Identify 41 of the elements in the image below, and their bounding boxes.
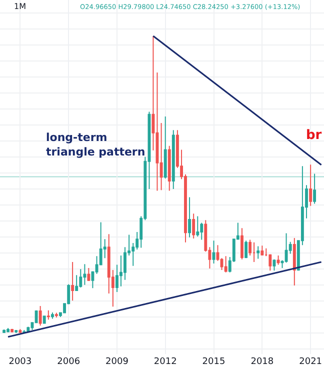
- x-tick-label: 2003: [8, 357, 32, 367]
- x-tick-label: 2015: [202, 357, 226, 367]
- candlestick: [188, 196, 191, 238]
- candlestick: [51, 312, 54, 320]
- x-tick-label: 2021: [299, 357, 322, 367]
- candlestick: [42, 315, 46, 324]
- annotation: long-term triangle pattern: [46, 131, 146, 158]
- candlestick: [54, 312, 58, 318]
- candlestick: [87, 267, 90, 282]
- candlestick: [2, 328, 6, 333]
- candlestick: [46, 310, 50, 320]
- candlestick: [252, 242, 256, 263]
- candlestick: [260, 245, 264, 256]
- candlestick: [6, 327, 10, 332]
- x-tick-label: 2006: [57, 357, 80, 367]
- candlestick: [240, 228, 244, 260]
- candlestick: [212, 240, 216, 264]
- candlestick: [276, 254, 280, 266]
- candlestick: [18, 328, 22, 334]
- candlestick: [172, 130, 175, 190]
- candlestick: [10, 328, 14, 333]
- text: 1M: [14, 2, 26, 11]
- candlestick: [224, 256, 228, 273]
- candlestick: [14, 330, 18, 334]
- candlestick: [309, 164, 312, 206]
- candlestick: [38, 305, 42, 326]
- annotation: br: [306, 128, 322, 143]
- candlestick: [71, 262, 74, 302]
- candlestick: [168, 145, 171, 192]
- candlestick: [313, 173, 316, 204]
- candlestick: [272, 258, 276, 272]
- candlestick: [164, 116, 167, 180]
- candlestick: [256, 246, 260, 260]
- x-tick-label: 2012: [154, 357, 177, 367]
- candlestick: [244, 240, 248, 259]
- candlestick: [196, 216, 200, 237]
- candlestick: [192, 213, 196, 240]
- x-tick-label: 2009: [106, 357, 129, 367]
- candlestick: [292, 237, 296, 286]
- candlestick: [83, 264, 86, 286]
- x-tick-label: 2018: [250, 357, 274, 367]
